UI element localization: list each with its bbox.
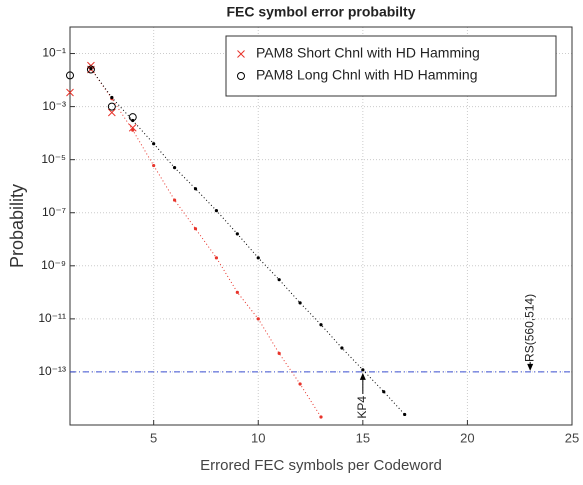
x-tick-label: 10: [251, 430, 265, 445]
annotation: RS(560,514): [522, 294, 536, 362]
arrow-head: [359, 372, 366, 380]
marker-dot: [152, 163, 156, 168]
x-axis-label: Errored FEC symbols per Codeword: [200, 457, 442, 474]
marker-dot: [319, 415, 323, 419]
marker-dot: [382, 390, 386, 394]
marker-dot: [214, 209, 219, 213]
marker-dot: [131, 118, 135, 123]
x-tick-label: 20: [460, 430, 474, 445]
marker-dot: [172, 198, 177, 202]
marker-dot: [214, 256, 219, 260]
y-tick-label: 10⁻⁹: [41, 258, 66, 272]
marker-circle: [66, 71, 74, 80]
y-tick-label: 10⁻³: [42, 99, 66, 113]
legend-marker: [237, 50, 245, 58]
marker-dot: [110, 95, 114, 100]
marker-dot: [403, 412, 407, 417]
marker-dot: [89, 67, 93, 71]
marker-dot: [277, 351, 281, 355]
legend: PAM8 Short Chnl with HD Hamming PAM8 Long…: [225, 35, 557, 97]
chart-title: FEC symbol error probabilty: [226, 4, 415, 20]
marker-dot: [298, 301, 302, 305]
marker-dot: [340, 346, 344, 350]
marker-dot: [152, 142, 156, 146]
y-tick-label: 10⁻¹¹: [38, 311, 66, 325]
marker-dot: [256, 317, 260, 321]
marker-circle: [86, 65, 95, 74]
y-tick-label: 10⁻⁷: [42, 205, 66, 219]
marker-x: [107, 108, 116, 117]
marker-dot: [193, 227, 198, 231]
y-tick-label: 10⁻¹: [42, 46, 66, 60]
marker-dot: [131, 128, 135, 132]
x-tick-label: 25: [565, 430, 579, 445]
plot-frame: [69, 26, 573, 426]
marker-dot: [193, 187, 198, 191]
y-axis-label: Probability: [7, 184, 27, 268]
marker-x: [128, 123, 137, 132]
legend-label: PAM8 Long Chnl with HD Hamming: [256, 67, 478, 83]
y-tick-label: 10⁻¹³: [38, 364, 66, 378]
marker-dot: [235, 232, 239, 236]
marker-dot: [319, 323, 323, 327]
marker-x: [66, 88, 74, 97]
legend-label: PAM8 Short Chnl with HD Hamming: [256, 45, 480, 61]
arrow-head: [527, 363, 534, 371]
y-tick-label: 10⁻⁵: [41, 152, 66, 166]
marker-dot: [172, 166, 177, 170]
marker-dot: [235, 290, 239, 294]
marker-dot: [361, 368, 365, 372]
legend-box: [225, 35, 557, 97]
marker-dot: [298, 382, 302, 386]
legend-marker: [237, 72, 245, 80]
marker-dot: [277, 278, 281, 282]
x-tick-label: 15: [356, 430, 370, 445]
annotation: KP4: [355, 396, 369, 419]
x-tick-label: 5: [150, 430, 157, 445]
marker-dot: [256, 256, 260, 260]
marker-circle: [107, 102, 116, 111]
